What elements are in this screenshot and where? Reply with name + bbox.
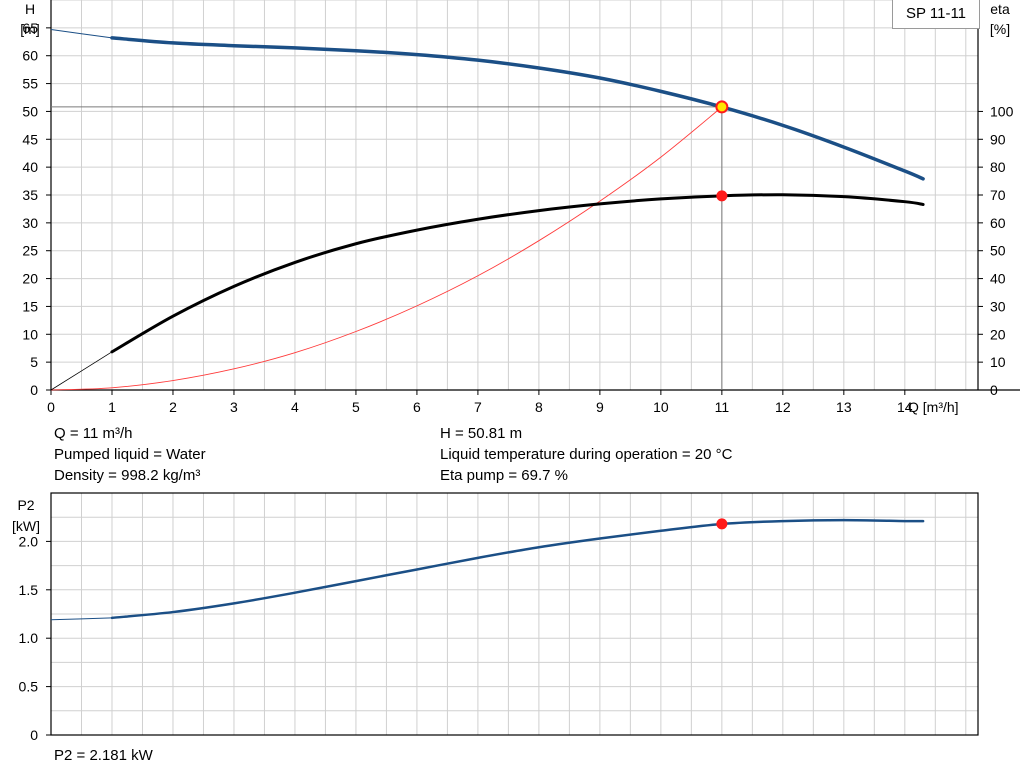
y2-tick-label: 50 xyxy=(990,243,1006,259)
power-curve xyxy=(110,518,925,620)
x-tick-label: 10 xyxy=(653,399,669,415)
density-readout: Density = 998.2 kg/m³ xyxy=(54,467,201,484)
y-tick-label: 0 xyxy=(30,382,38,398)
y2-tick-label: 0 xyxy=(990,382,998,398)
x-axis-title: Q [m³/h] xyxy=(908,399,959,415)
power-curve-extrapolated xyxy=(50,617,113,621)
liquid-readout: Pumped liquid = Water xyxy=(54,446,206,463)
power-axis-unit: [kW] xyxy=(12,518,40,534)
flow-readout: Q = 11 m³/h xyxy=(54,425,133,442)
y-axis-title: H xyxy=(25,1,35,17)
efficiency-curve-extrapolated xyxy=(50,351,113,391)
x-tick-label: 8 xyxy=(535,399,543,415)
power-tick-label: 0.5 xyxy=(19,679,39,695)
y2-tick-label: 70 xyxy=(990,187,1006,203)
axes xyxy=(46,0,1020,736)
x-tick-label: 2 xyxy=(169,399,177,415)
y-tick-label: 65 xyxy=(22,20,38,36)
y-tick-label: 50 xyxy=(22,103,38,119)
power-tick-label: 1.0 xyxy=(19,630,39,646)
y2-tick-label: 40 xyxy=(990,271,1006,287)
x-tick-label: 7 xyxy=(474,399,482,415)
y-tick-label: 20 xyxy=(22,271,38,287)
y-tick-label: 40 xyxy=(22,159,38,175)
efficiency-readout: Eta pump = 69.7 % xyxy=(440,467,568,484)
x-tick-label: 3 xyxy=(230,399,238,415)
y-tick-label: 55 xyxy=(22,76,38,92)
x-tick-label: 6 xyxy=(413,399,421,415)
y-axis-unit: [m] xyxy=(20,21,39,37)
y2-tick-label: 20 xyxy=(990,326,1006,342)
series-layer xyxy=(50,29,925,621)
y2-tick-label: 80 xyxy=(990,159,1006,175)
efficiency-operating-point xyxy=(716,190,728,202)
power-tick-label: 0 xyxy=(30,727,38,743)
x-tick-label: 4 xyxy=(291,399,299,415)
y-tick-label: 25 xyxy=(22,243,38,259)
marker-layer xyxy=(715,100,729,530)
system-curve xyxy=(50,106,723,391)
grid-bottom xyxy=(50,492,978,736)
y-tick-label: 30 xyxy=(22,215,38,231)
y-tick-label: 10 xyxy=(22,326,38,342)
y2-tick-label: 60 xyxy=(990,215,1006,231)
power-tick-label: 1.5 xyxy=(19,582,39,598)
head-curve xyxy=(110,36,925,181)
head-readout: H = 50.81 m xyxy=(440,425,523,442)
x-tick-label: 5 xyxy=(352,399,360,415)
tick-labels: H[m]eta[%]Q [m³/h]P2[kW]0 1 2 3 4 5 6 7 8 9 10 11 12… xyxy=(12,1,1014,743)
y-tick-label: 45 xyxy=(22,131,38,147)
y2-tick-label: 30 xyxy=(990,298,1006,314)
power-axis-title: P2 xyxy=(17,497,34,513)
x-tick-label: 12 xyxy=(775,399,791,415)
y2-tick-label: 100 xyxy=(990,103,1014,119)
x-tick-label: 14 xyxy=(897,399,913,415)
duty-point xyxy=(715,100,729,114)
power-operating-point xyxy=(716,518,728,530)
y2-axis-unit: [%] xyxy=(990,21,1010,37)
y2-tick-label: 90 xyxy=(990,131,1006,147)
y-tick-label: 35 xyxy=(22,187,38,203)
power-tick-label: 2.0 xyxy=(19,533,39,549)
head-curve-extrapolated xyxy=(50,29,113,39)
efficiency-curve xyxy=(110,193,925,354)
pump-name-label: SP 11-11 xyxy=(892,0,980,29)
power-plot-frame xyxy=(50,492,979,736)
temperature-readout: Liquid temperature during operation = 20… xyxy=(440,446,733,463)
y-tick-label: 5 xyxy=(30,354,38,370)
y-tick-label: 15 xyxy=(22,298,38,314)
y2-tick-label: 10 xyxy=(990,354,1006,370)
y2-axis-title: eta xyxy=(990,1,1010,17)
x-tick-label: 11 xyxy=(715,399,730,415)
x-tick-label: 0 xyxy=(47,399,55,415)
x-tick-label: 13 xyxy=(836,399,852,415)
x-tick-label: 9 xyxy=(596,399,604,415)
power-readout: P2 = 2.181 kW xyxy=(54,747,153,764)
y-tick-label: 60 xyxy=(22,48,38,64)
x-tick-label: 1 xyxy=(108,399,116,415)
